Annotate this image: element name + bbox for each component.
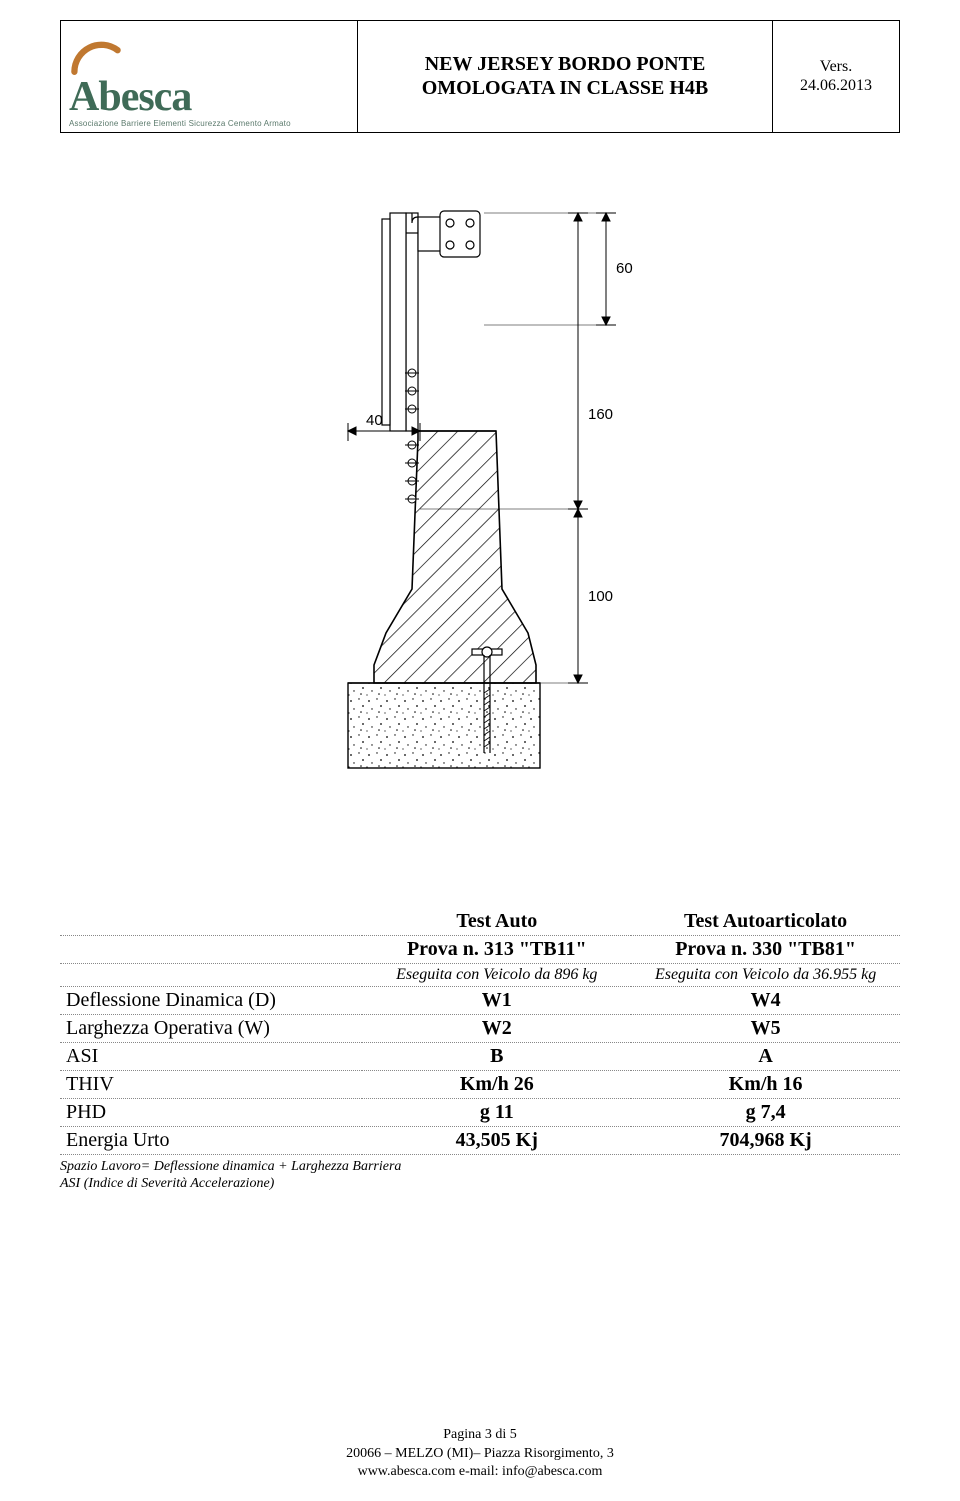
logo-arc-icon bbox=[69, 25, 123, 79]
dim-60: 60 bbox=[616, 260, 633, 277]
dim-100: 100 bbox=[588, 588, 613, 605]
row-val2: 704,968 Kj bbox=[631, 1126, 900, 1154]
row-label: Larghezza Operativa (W) bbox=[60, 1014, 362, 1042]
row-val2: W5 bbox=[631, 1014, 900, 1042]
row-val1: 43,505 Kj bbox=[362, 1126, 631, 1154]
footnotes: Spazio Lavoro= Deflessione dinamica + La… bbox=[60, 1159, 900, 1193]
footnote2: ASI (Indice di Severità Accelerazione) bbox=[60, 1176, 900, 1193]
barrier-svg: 40 60 160 bbox=[240, 193, 720, 783]
row-label: PHD bbox=[60, 1098, 362, 1126]
logo-text-block: Abesca Associazione Barriere Elementi Si… bbox=[69, 79, 291, 128]
page: Abesca Associazione Barriere Elementi Si… bbox=[0, 0, 960, 1501]
logo-main: Abesca bbox=[69, 79, 291, 117]
row-label: ASI bbox=[60, 1042, 362, 1070]
col2-prova: Prova n. 330 "TB81" bbox=[631, 935, 900, 963]
header-table: Abesca Associazione Barriere Elementi Si… bbox=[60, 20, 900, 133]
row-val2: Km/h 16 bbox=[631, 1070, 900, 1098]
vers-date: 24.06.2013 bbox=[781, 76, 891, 95]
row-label: THIV bbox=[60, 1070, 362, 1098]
footnote1: Spazio Lavoro= Deflessione dinamica + La… bbox=[60, 1159, 900, 1176]
row-val1: B bbox=[362, 1042, 631, 1070]
row-val1: W2 bbox=[362, 1014, 631, 1042]
row-val1: g 11 bbox=[362, 1098, 631, 1126]
page-footer: Pagina 3 di 5 20066 – MELZO (MI)– Piazza… bbox=[0, 1426, 960, 1481]
dim-40: 40 bbox=[366, 412, 383, 429]
title-line2: OMOLOGATA IN CLASSE H4B bbox=[366, 76, 764, 100]
doc-title: NEW JERSEY BORDO PONTE OMOLOGATA IN CLAS… bbox=[358, 21, 773, 133]
col2-header: Test Autoarticolato bbox=[631, 908, 900, 936]
version-cell: Vers. 24.06.2013 bbox=[773, 21, 900, 133]
footer-page: Pagina 3 di 5 bbox=[0, 1426, 960, 1444]
test-results-table: Test Auto Test Autoarticolato Prova n. 3… bbox=[60, 908, 900, 1155]
footer-web: www.abesca.com e-mail: info@abesca.com bbox=[0, 1463, 960, 1481]
logo-cell: Abesca Associazione Barriere Elementi Si… bbox=[61, 21, 358, 133]
dim-160: 160 bbox=[588, 406, 613, 423]
vers-label: Vers. bbox=[781, 57, 891, 76]
row-val1: W1 bbox=[362, 986, 631, 1014]
col2-sub: Eseguita con Veicolo da 36.955 kg bbox=[631, 963, 900, 986]
row-val1: Km/h 26 bbox=[362, 1070, 631, 1098]
col1-prova: Prova n. 313 "TB11" bbox=[362, 935, 631, 963]
col1-sub: Eseguita con Veicolo da 896 kg bbox=[362, 963, 631, 986]
col1-header: Test Auto bbox=[362, 908, 631, 936]
row-val2: A bbox=[631, 1042, 900, 1070]
row-val2: W4 bbox=[631, 986, 900, 1014]
footer-addr: 20066 – MELZO (MI)– Piazza Risorgimento,… bbox=[0, 1445, 960, 1463]
title-line1: NEW JERSEY BORDO PONTE bbox=[366, 52, 764, 76]
row-val2: g 7,4 bbox=[631, 1098, 900, 1126]
logo-subtitle: Associazione Barriere Elementi Sicurezza… bbox=[69, 119, 291, 128]
row-label: Energia Urto bbox=[60, 1126, 362, 1154]
barrier-diagram: 40 60 160 bbox=[60, 193, 900, 788]
row-label: Deflessione Dinamica (D) bbox=[60, 986, 362, 1014]
